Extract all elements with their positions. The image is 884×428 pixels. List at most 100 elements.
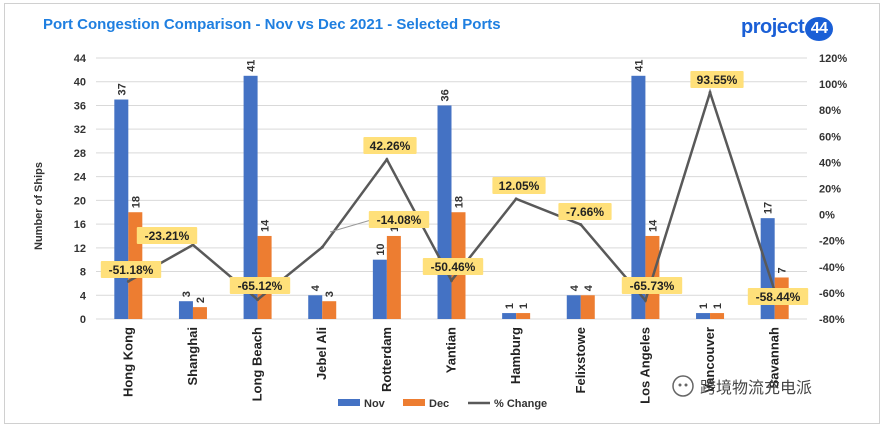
y2-tick-label: -40% — [819, 262, 845, 274]
change-label-bg — [100, 261, 162, 278]
legend-label: % Change — [494, 398, 547, 410]
y2-tick-label: -20% — [819, 236, 845, 248]
y2-tick-label: 0% — [819, 210, 835, 222]
y2-tick-label: 20% — [819, 184, 841, 196]
category-label: Shanghai — [185, 327, 200, 386]
y-tick-label: 36 — [74, 100, 86, 112]
change-label: -23.21% — [145, 229, 190, 243]
change-label: -65.12% — [238, 279, 283, 293]
nov-bar — [372, 259, 387, 319]
dec-bar-value: 3 — [324, 291, 336, 297]
nov-bar-value: 36 — [440, 89, 452, 101]
extra-change-label-bg — [368, 211, 430, 228]
dec-bar-value: 14 — [260, 219, 272, 232]
change-label-bg — [690, 71, 744, 88]
dec-bar-value: 14 — [647, 219, 659, 232]
y2-tick-label: 120% — [819, 53, 847, 65]
y-tick-label: 8 — [80, 267, 86, 279]
change-point — [514, 197, 518, 201]
bar-value-labels: 373414103614411171821431418141417 — [116, 60, 788, 310]
wechat-icon — [672, 375, 694, 397]
change-point — [256, 298, 260, 302]
nov-bar-value: 41 — [246, 60, 258, 72]
nov-bar-value: 41 — [633, 60, 645, 72]
brand-logo: project 44 — [741, 16, 834, 41]
extra-change-label: -14.08% — [377, 213, 422, 227]
y-tick-label: 44 — [74, 53, 87, 65]
change-label-bg — [229, 277, 291, 294]
dec-bar-value: 18 — [454, 196, 466, 208]
change-label: -65.73% — [630, 279, 675, 293]
y-tick-label: 16 — [74, 219, 86, 231]
category-label: Hong Kong — [120, 327, 135, 397]
dec-bar-value: 4 — [583, 284, 595, 291]
y2-tick-label: 60% — [819, 131, 841, 143]
nov-bar — [243, 75, 258, 319]
change-label: 93.55% — [697, 73, 738, 87]
legend-label: Nov — [364, 398, 386, 410]
logo-text: project — [741, 16, 805, 38]
change-point — [643, 298, 647, 302]
change-label-bg — [363, 137, 417, 154]
legend-swatch — [338, 399, 360, 406]
category-labels: Hong Kong Shanghai Long Beach Jebel Ali Rott… — [120, 327, 781, 404]
nov-bar — [437, 105, 452, 319]
dec-bar-value: 18 — [130, 196, 142, 208]
right-axis: -80% -60% -40% -20% 0% 20% 40% 60% 80% 100% 120% — [819, 53, 847, 326]
change-point — [708, 91, 712, 95]
change-label: -50.46% — [431, 260, 476, 274]
logo-number: 44 — [805, 17, 834, 41]
nov-bar — [308, 295, 323, 319]
change-label-bg — [136, 227, 198, 244]
nov-bar-value: 1 — [698, 303, 710, 309]
category-label: Hamburg — [508, 327, 523, 384]
legend-swatch — [403, 399, 425, 406]
y-axis-label: Number of Ships — [33, 162, 45, 250]
watermark: 跨境物流充电派 — [672, 374, 812, 398]
dec-bar — [516, 313, 531, 319]
change-label-bg — [558, 203, 612, 220]
nov-bar-value: 4 — [310, 284, 322, 291]
change-label: 42.26% — [370, 139, 411, 153]
dec-bar — [580, 295, 595, 319]
category-label: Vancouver — [702, 327, 717, 393]
nov-bar — [502, 313, 517, 319]
change-point — [385, 157, 389, 161]
change-point — [191, 243, 195, 247]
change-point — [126, 279, 130, 283]
dec-bar — [386, 235, 401, 319]
category-label: Felixstowe — [573, 327, 588, 393]
change-label: -51.18% — [109, 263, 154, 277]
change-point — [320, 245, 324, 249]
y2-tick-label: -80% — [819, 314, 845, 326]
nov-bar — [178, 301, 193, 319]
change-label: -58.44% — [756, 290, 801, 304]
y-tick-label: 0 — [80, 314, 86, 326]
category-label: Yantian — [444, 327, 459, 373]
dec-bar — [322, 301, 337, 319]
nov-bar-value: 37 — [116, 83, 128, 95]
y2-tick-label: 80% — [819, 105, 841, 117]
y-tick-label: 40 — [74, 77, 86, 89]
change-label: -7.66% — [566, 205, 604, 219]
dec-bar — [192, 307, 207, 319]
y-tick-label: 32 — [74, 124, 86, 136]
category-label: Jebel Ali — [314, 327, 329, 380]
leader-line — [329, 219, 372, 233]
change-label-bg — [747, 288, 809, 305]
category-label: Long Beach — [250, 327, 265, 401]
nov-bar-value: 1 — [504, 303, 516, 309]
y2-tick-label: 40% — [819, 157, 841, 169]
dec-bar-value: 1 — [712, 303, 724, 309]
dec-bar-value: 1 — [518, 303, 530, 309]
nov-bar — [696, 313, 711, 319]
category-label: Savannah — [767, 327, 782, 388]
dec-bar — [710, 313, 725, 319]
change-label-bg — [492, 177, 546, 194]
change-label-bg — [422, 258, 484, 275]
nov-bar — [631, 75, 646, 319]
dec-bar-value: 2 — [195, 297, 207, 303]
y-tick-label: 24 — [74, 172, 87, 184]
nov-bar-value: 10 — [375, 243, 387, 255]
